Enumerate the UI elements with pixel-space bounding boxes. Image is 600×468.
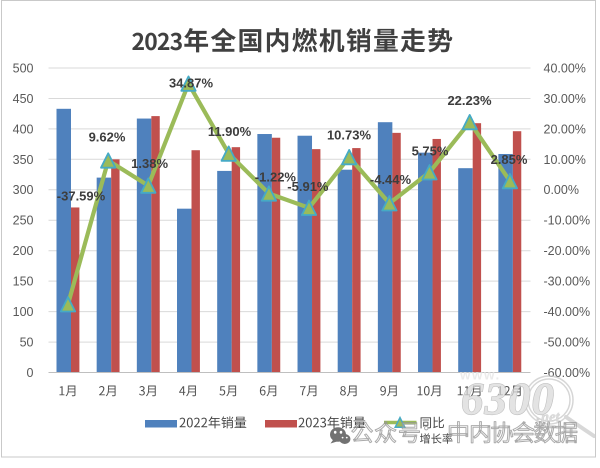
svg-text:-37.59%: -37.59% <box>57 189 106 204</box>
svg-text:34.87%: 34.87% <box>169 76 214 91</box>
svg-text:200: 200 <box>13 244 34 258</box>
svg-text:net: net <box>541 410 561 426</box>
svg-text:100: 100 <box>13 305 34 319</box>
svg-text:-4.44%: -4.44% <box>370 172 412 187</box>
svg-text:50: 50 <box>20 335 34 349</box>
svg-text:10.73%: 10.73% <box>327 128 372 143</box>
svg-text:0.00%: 0.00% <box>544 183 579 197</box>
svg-text:1.38%: 1.38% <box>131 156 168 171</box>
svg-text:150: 150 <box>13 275 34 289</box>
svg-text:40.00%: 40.00% <box>544 61 586 75</box>
svg-text:0: 0 <box>27 366 34 380</box>
svg-text:22.23%: 22.23% <box>447 93 492 108</box>
svg-text:-1.22%: -1.22% <box>255 170 297 185</box>
svg-text:350: 350 <box>13 153 34 167</box>
svg-text:20.00%: 20.00% <box>544 122 586 136</box>
svg-text:-40.00%: -40.00% <box>544 305 591 319</box>
svg-text:www.: www. <box>459 368 501 383</box>
svg-text:450: 450 <box>13 92 34 106</box>
svg-text:-30.00%: -30.00% <box>544 275 591 289</box>
svg-text:-20.00%: -20.00% <box>544 244 591 258</box>
svg-text:-10.00%: -10.00% <box>544 214 591 228</box>
svg-text:9.62%: 9.62% <box>89 130 126 145</box>
svg-text:-5.91%: -5.91% <box>287 179 329 194</box>
svg-text:-50.00%: -50.00% <box>544 335 591 349</box>
svg-text:30.00%: 30.00% <box>544 92 586 106</box>
svg-text:2.85%: 2.85% <box>491 152 528 167</box>
svg-text:10.00%: 10.00% <box>544 153 586 167</box>
svg-text:5.75%: 5.75% <box>412 144 449 159</box>
svg-text:500: 500 <box>13 61 34 75</box>
svg-text:400: 400 <box>13 122 34 136</box>
svg-text:250: 250 <box>13 214 34 228</box>
svg-text:6300: 6300 <box>461 374 555 424</box>
svg-text:11.90%: 11.90% <box>208 124 252 139</box>
svg-text:300: 300 <box>13 183 34 197</box>
